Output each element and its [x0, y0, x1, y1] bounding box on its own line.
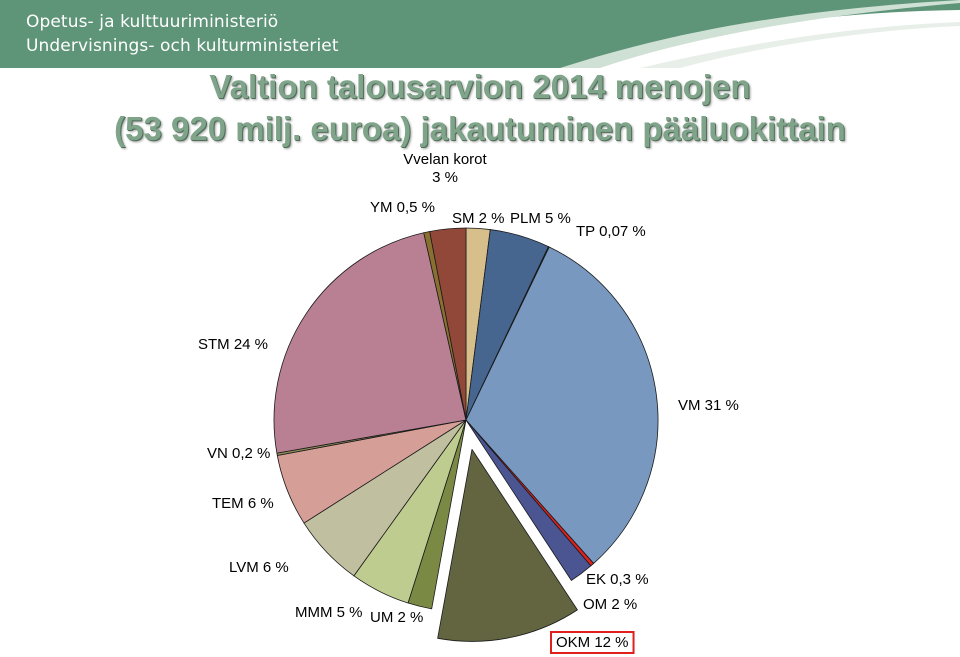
slice-label-tem: TEM 6 % [212, 495, 274, 512]
header-banner [0, 0, 960, 68]
pie-slice-vm [465, 246, 659, 564]
slice-label-vm: VM 31 % [678, 397, 739, 414]
slice-label-vvelan: Vvelan korot 3 % [403, 151, 487, 186]
slice-label-mmm: MMM 5 % [295, 604, 363, 621]
slice-label-vn: VN 0,2 % [207, 445, 270, 462]
slice-label-ym: YM 0,5 % [370, 199, 435, 216]
slice-label-stm: STM 24 % [198, 336, 268, 353]
pie-slice-vvelan [429, 227, 467, 421]
slice-label-um: UM 2 % [370, 609, 423, 626]
pie-slice-stm [273, 232, 467, 454]
pie-slice-om [465, 419, 592, 581]
highlight-box-okm [550, 631, 635, 654]
ministry-name-sv: Undervisnings- och kulturministeriet [26, 36, 339, 56]
slice-label-ek: EK 0,3 % [586, 571, 649, 588]
slice-label-plm: PLM 5 % [510, 210, 571, 227]
slice-label-okm: OKM 12 % [556, 634, 629, 651]
pie-slice-okm [437, 448, 578, 642]
slice-label-om: OM 2 % [583, 596, 637, 613]
slice-label-lvm: LVM 6 % [229, 559, 289, 576]
ministry-name-fi: Opetus- ja kulttuuriministeriö [26, 12, 279, 32]
slice-label-tp: TP 0,07 % [576, 223, 646, 240]
chart-title-line1: Valtion talousarvion 2014 menojen [209, 68, 751, 105]
chart-title-line2: (53 920 milj. euroa) jakautuminen pääluo… [114, 110, 846, 147]
slice-label-sm: SM 2 % [452, 210, 505, 227]
